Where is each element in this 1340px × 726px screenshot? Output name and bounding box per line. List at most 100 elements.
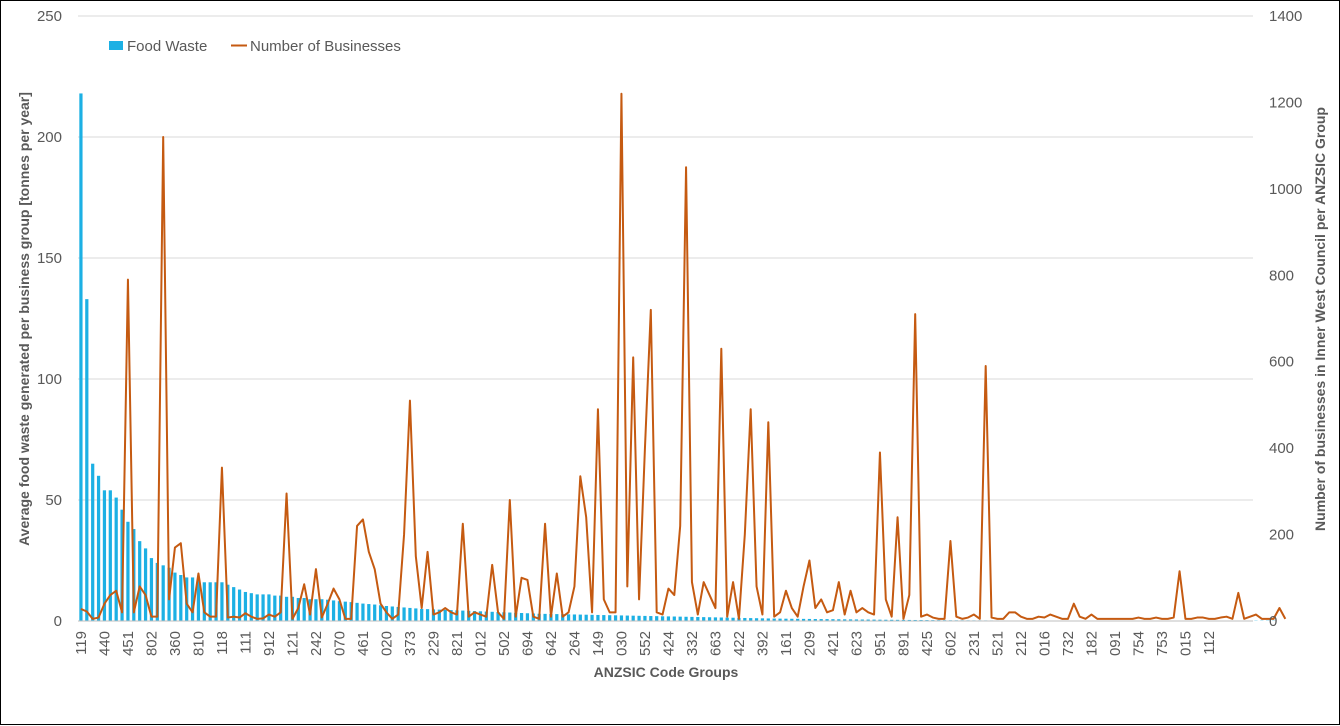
food-waste-bar bbox=[444, 610, 447, 621]
x-tick-label: 070 bbox=[331, 631, 348, 656]
x-tick-label: 951 bbox=[872, 631, 889, 656]
food-waste-bar bbox=[585, 615, 588, 621]
x-tick-label: 732 bbox=[1060, 631, 1077, 656]
x-tick-label: 231 bbox=[966, 631, 983, 656]
food-waste-bar bbox=[679, 617, 682, 621]
legend: Food Waste Number of Businesses bbox=[109, 38, 401, 55]
food-waste-bar bbox=[667, 616, 670, 621]
food-waste-bar bbox=[179, 575, 182, 621]
food-waste-bar bbox=[285, 597, 288, 621]
food-waste-bar bbox=[138, 541, 141, 621]
food-waste-bar bbox=[620, 615, 623, 621]
x-tick-label: 642 bbox=[543, 631, 560, 656]
x-tick-label: 264 bbox=[566, 631, 583, 656]
food-waste-bar bbox=[684, 617, 687, 621]
x-tick-label: 461 bbox=[355, 631, 372, 656]
y-tick-label: 100 bbox=[37, 371, 62, 388]
y2-tick-label: 400 bbox=[1269, 440, 1294, 457]
x-tick-label: 753 bbox=[1154, 631, 1171, 656]
food-waste-bar bbox=[714, 617, 717, 621]
food-waste-bar bbox=[244, 592, 247, 621]
food-waste-bar bbox=[520, 613, 523, 621]
food-waste-bar bbox=[555, 614, 558, 621]
y2-tick-label: 1400 bbox=[1269, 8, 1302, 25]
food-waste-bar bbox=[567, 614, 570, 621]
food-waste-bar bbox=[267, 594, 270, 621]
food-waste-bar bbox=[637, 616, 640, 621]
x-tick-label: 392 bbox=[754, 631, 771, 656]
food-waste-bar bbox=[608, 615, 611, 621]
food-waste-bar bbox=[690, 617, 693, 621]
x-tick-label: 119 bbox=[73, 631, 90, 655]
food-waste-bar bbox=[162, 565, 165, 621]
y-tick-label: 150 bbox=[37, 250, 62, 267]
food-waste-bar bbox=[408, 608, 411, 621]
food-waste-bar bbox=[379, 605, 382, 621]
x-tick-label: 451 bbox=[120, 631, 137, 656]
x-tick-label: 091 bbox=[1107, 631, 1124, 656]
y2-tick-label: 0 bbox=[1269, 613, 1277, 630]
food-waste-bar bbox=[402, 607, 405, 621]
x-tick-label: 694 bbox=[519, 631, 536, 656]
food-waste-bar bbox=[626, 616, 629, 621]
x-tick-label: 502 bbox=[496, 631, 513, 656]
food-waste-bar bbox=[355, 603, 358, 621]
y2-tick-label: 1200 bbox=[1269, 94, 1302, 111]
food-waste-bar bbox=[373, 605, 376, 621]
x-tick-label: 111 bbox=[237, 631, 254, 654]
x-tick-label: 421 bbox=[825, 631, 842, 656]
x-tick-label: 209 bbox=[801, 631, 818, 656]
x-tick-label: 912 bbox=[261, 631, 278, 656]
food-waste-bar bbox=[461, 611, 464, 621]
food-waste-bar bbox=[602, 615, 605, 621]
gridlines bbox=[78, 16, 1253, 500]
food-waste-bar bbox=[303, 598, 306, 621]
food-waste-bar bbox=[420, 609, 423, 621]
food-waste-bar bbox=[426, 609, 429, 621]
food-waste-bar bbox=[79, 93, 82, 621]
food-waste-bar bbox=[220, 582, 223, 621]
food-waste-bar bbox=[314, 599, 317, 621]
x-tick-label: 121 bbox=[284, 631, 301, 656]
food-waste-bar bbox=[414, 608, 417, 621]
food-waste-bar bbox=[596, 615, 599, 621]
x-tick-label: 424 bbox=[660, 631, 677, 656]
y2-tick-label: 1000 bbox=[1269, 181, 1302, 198]
businesses-line bbox=[81, 94, 1285, 619]
x-tick-label: 030 bbox=[613, 631, 630, 656]
food-waste-bar bbox=[632, 616, 635, 621]
y-tick-label: 0 bbox=[54, 613, 62, 630]
food-waste-bar bbox=[614, 615, 617, 621]
x-tick-label: 663 bbox=[707, 631, 724, 656]
food-waste-bar bbox=[332, 600, 335, 621]
x-tick-label: 112 bbox=[1201, 631, 1218, 655]
x-tick-label: 242 bbox=[308, 631, 325, 656]
food-waste-bar bbox=[696, 617, 699, 621]
y-axis-title: Average food waste generated per busines… bbox=[16, 92, 32, 546]
food-waste-bar bbox=[526, 613, 529, 621]
x-tick-label: 891 bbox=[895, 631, 912, 656]
food-waste-bar bbox=[579, 615, 582, 621]
x-tick-label: 425 bbox=[919, 631, 936, 656]
x-axis-title: ANZSIC Code Groups bbox=[594, 664, 739, 680]
y2-tick-label: 200 bbox=[1269, 527, 1294, 544]
food-waste-bar bbox=[91, 464, 94, 621]
food-waste-bar bbox=[173, 573, 176, 621]
x-tick-label: 020 bbox=[378, 631, 395, 656]
food-waste-bar bbox=[726, 618, 729, 621]
food-waste-bar bbox=[643, 616, 646, 621]
x-tick-label: 015 bbox=[1177, 631, 1194, 656]
x-tick-label: 149 bbox=[590, 631, 607, 656]
x-tick-label: 802 bbox=[143, 631, 160, 656]
food-waste-bar bbox=[590, 615, 593, 621]
food-waste-bar bbox=[673, 617, 676, 621]
legend-label-businesses: Number of Businesses bbox=[250, 38, 401, 55]
food-waste-bar bbox=[543, 614, 546, 621]
y2-axis-title: Number of businesses in Inner West Counc… bbox=[1312, 107, 1328, 531]
food-waste-bar bbox=[361, 604, 364, 621]
food-waste-bar bbox=[367, 604, 370, 621]
